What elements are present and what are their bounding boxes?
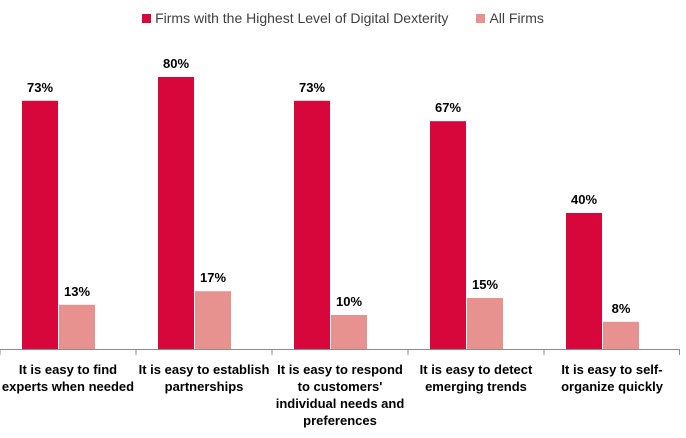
value-label-highest-dexterity-3: 67% [435, 100, 461, 115]
bar-all-firms-3 [467, 298, 503, 349]
legend: Firms with the Highest Level of Digital … [0, 10, 686, 26]
legend-item-highest-dexterity: Firms with the Highest Level of Digital … [142, 10, 448, 26]
value-label-all-firms-0: 13% [64, 284, 90, 299]
bar-highest-dexterity-4 [566, 213, 602, 349]
bar-all-firms-2 [331, 315, 367, 349]
legend-swatch-highest-dexterity [142, 13, 152, 23]
bar-highest-dexterity-1 [158, 77, 194, 349]
value-label-all-firms-1: 17% [200, 270, 226, 285]
value-label-highest-dexterity-0: 73% [27, 80, 53, 95]
legend-item-all-firms: All Firms [476, 10, 544, 26]
bar-all-firms-1 [195, 291, 231, 349]
category-label-2: It is easy to respond to customers' indivi… [276, 362, 405, 428]
value-label-all-firms-2: 10% [336, 294, 362, 309]
value-label-highest-dexterity-2: 73% [299, 80, 325, 95]
value-label-highest-dexterity-4: 40% [571, 192, 597, 207]
bar-highest-dexterity-2 [294, 100, 330, 349]
category-label-3: It is easy to detect emerging trends [420, 362, 533, 394]
value-label-highest-dexterity-1: 80% [163, 56, 189, 71]
legend-label-all-firms: All Firms [489, 10, 544, 26]
category-label-0: It is easy to find experts when needed [2, 362, 134, 394]
category-label-1: It is easy to establish partnerships [139, 362, 270, 394]
value-label-all-firms-3: 15% [472, 277, 498, 292]
category-label-4: It is easy to self-organize quickly [561, 362, 664, 394]
bar-highest-dexterity-3 [430, 121, 466, 349]
legend-swatch-all-firms [476, 13, 486, 23]
bar-highest-dexterity-0 [22, 100, 58, 349]
bar-all-firms-4 [603, 321, 639, 349]
legend-label-highest-dexterity: Firms with the Highest Level of Digital … [155, 10, 449, 26]
value-label-all-firms-4: 8% [612, 301, 631, 316]
bar-all-firms-0 [59, 304, 95, 349]
